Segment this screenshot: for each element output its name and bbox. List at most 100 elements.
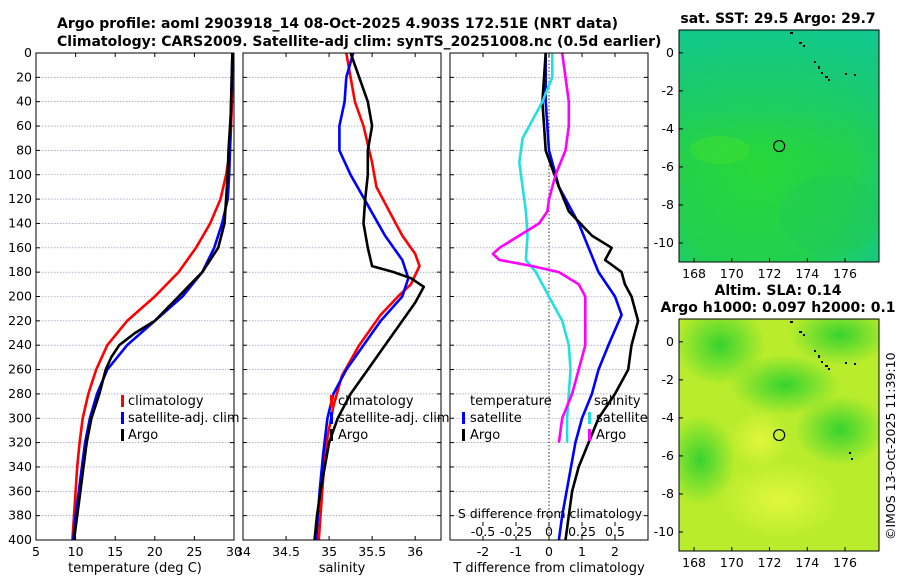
islands	[790, 321, 856, 460]
map-y-tick-label: -10	[654, 235, 674, 250]
y-tick-label: 240	[8, 337, 32, 352]
map-x-tick-label: 176	[833, 555, 857, 570]
salinity-profile-panel: 34 34.5 35 35.5 36 salinity	[235, 52, 442, 576]
y-tick-label: 220	[8, 313, 32, 328]
series-line-temperature-argo	[541, 52, 640, 541]
sla-high-patch	[720, 460, 840, 540]
map-axes: 168 170 172 174 176 0 -2 -4 -6 -8 -10 168 170 172 174 1…	[654, 45, 857, 570]
map-y-tick-label: -2	[662, 83, 674, 98]
x-tick-label: 35.5	[358, 544, 386, 559]
map-y-tick-label: -4	[662, 121, 675, 136]
x-tick-label: 2	[611, 544, 619, 559]
legend-swatch-argo	[330, 429, 333, 441]
sla-low-patch	[730, 355, 840, 415]
s-tick-label: 0.5	[605, 524, 625, 539]
series-line-argo	[313, 52, 426, 541]
y-tick-label: 40	[16, 94, 32, 109]
legend-label-satellite: satellite-adj. clim	[338, 411, 450, 426]
header-title-line2: Climatology: CARS2009. Satellite-adj cli…	[57, 34, 661, 50]
y-tick-label: 0	[24, 45, 32, 60]
salinity-legend: climatology satellite-adj. clim Argo	[330, 394, 450, 443]
x-tick-label: 25	[186, 544, 202, 559]
x-tick-label: 15	[107, 544, 123, 559]
x-axis-label: salinity	[319, 561, 366, 576]
map-x-tick-label: 170	[720, 266, 744, 281]
sla-low-patch	[795, 395, 879, 465]
y-tick-label: 20	[16, 69, 32, 84]
legend-title-salinity: salinity	[594, 394, 641, 409]
legend-swatch-s-argo	[588, 429, 591, 441]
series-line-climatology	[71, 52, 235, 541]
difference-profile-panel: -2 -1 0 1 2 T difference from climatology -0.5…	[449, 52, 649, 576]
map-y-tick-label: -6	[662, 159, 675, 174]
legend-label-t-satellite: satellite	[470, 411, 522, 426]
series-line-salinity-satellite	[517, 53, 572, 443]
x-tick-label: 30	[226, 544, 242, 559]
x-tick-label: 34.5	[272, 544, 300, 559]
s-tick-label: -0.25	[500, 524, 532, 539]
series-line-climatology	[317, 52, 421, 541]
temperature-profile-panel: 0 20 40 60 80 100 120 140 160 180 200 220 240 260 280 3…	[8, 45, 242, 576]
map-x-tick-label: 172	[758, 266, 782, 281]
sla-map-frame	[678, 318, 880, 552]
legend-title-temperature: temperature	[470, 394, 552, 409]
x-tick-label: 35	[321, 544, 337, 559]
y-tick-label: 300	[8, 410, 32, 425]
x-tick-label: 1	[578, 544, 586, 559]
y-tick-label: 120	[8, 191, 32, 206]
sst-map: sat. SST: 29.5 Argo: 29.7	[678, 11, 880, 263]
sla-low-patch	[679, 415, 735, 505]
profile-location-marker	[773, 139, 786, 153]
s-tick-label: -0.5	[471, 524, 495, 539]
sla-high-patch	[730, 410, 790, 470]
x-axis-label: T difference from climatology	[452, 561, 645, 576]
map-x-tick-label: 176	[833, 266, 857, 281]
y-tick-label: 320	[8, 435, 32, 450]
map-y-tick-label: -8	[662, 486, 675, 501]
map-x-tick-label: 174	[795, 555, 819, 570]
legend-swatch-satellite	[330, 412, 333, 424]
map-y-tick-label: -8	[662, 197, 675, 212]
legend-swatch-s-satellite	[588, 412, 591, 424]
sst-warm-patch	[690, 136, 750, 164]
profile-location-marker	[773, 428, 786, 442]
y-tick-label: 140	[8, 215, 32, 230]
legend-label-satellite: satellite-adj. clim	[128, 411, 240, 426]
legend-label-argo: Argo	[338, 428, 368, 443]
legend-label-climatology: climatology	[128, 394, 204, 409]
map-y-tick-label: -2	[662, 372, 674, 387]
series-line-argo	[72, 52, 234, 541]
y-tick-label: 80	[16, 142, 32, 157]
legend-swatch-t-argo	[462, 429, 465, 441]
x-tick-label: 36	[407, 544, 423, 559]
map-x-tick-label: 170	[720, 555, 744, 570]
x-tick-label: 5	[32, 544, 40, 559]
map-x-tick-label: 172	[758, 555, 782, 570]
y-tick-label: 160	[8, 240, 32, 255]
x-tick-label: -1	[510, 544, 522, 559]
y-tick-label: 60	[16, 118, 32, 133]
map-y-tick-label: 0	[666, 45, 674, 60]
map-y-tick-label: -4	[662, 410, 675, 425]
y-tick-label: 360	[8, 483, 32, 498]
legend-label-s-satellite: satellite	[596, 411, 648, 426]
map-y-tick-label: -6	[662, 448, 675, 463]
y-tick-label: 280	[8, 386, 32, 401]
temperature-legend: climatology satellite-adj. clim Argo	[121, 394, 240, 443]
map-x-tick-label: 174	[795, 266, 819, 281]
islands	[790, 32, 856, 81]
y-tick-label: 200	[8, 289, 32, 304]
sst-cool-patch	[780, 175, 879, 255]
header-title-line1: Argo profile: aoml 2903918_14 08-Oct-202…	[57, 16, 618, 32]
s-tick-label: 0.25	[568, 524, 596, 539]
legend-label-argo: Argo	[128, 428, 158, 443]
legend-label-s-argo: Argo	[596, 428, 626, 443]
legend-swatch-satellite	[121, 412, 124, 424]
y-tick-label: 380	[8, 508, 32, 523]
legend-label-climatology: climatology	[338, 394, 414, 409]
s-tick-label: 0	[545, 524, 553, 539]
x-axis-label: temperature (deg C)	[68, 561, 202, 576]
sla-low-patch	[790, 319, 879, 365]
sst-map-frame	[678, 29, 880, 263]
